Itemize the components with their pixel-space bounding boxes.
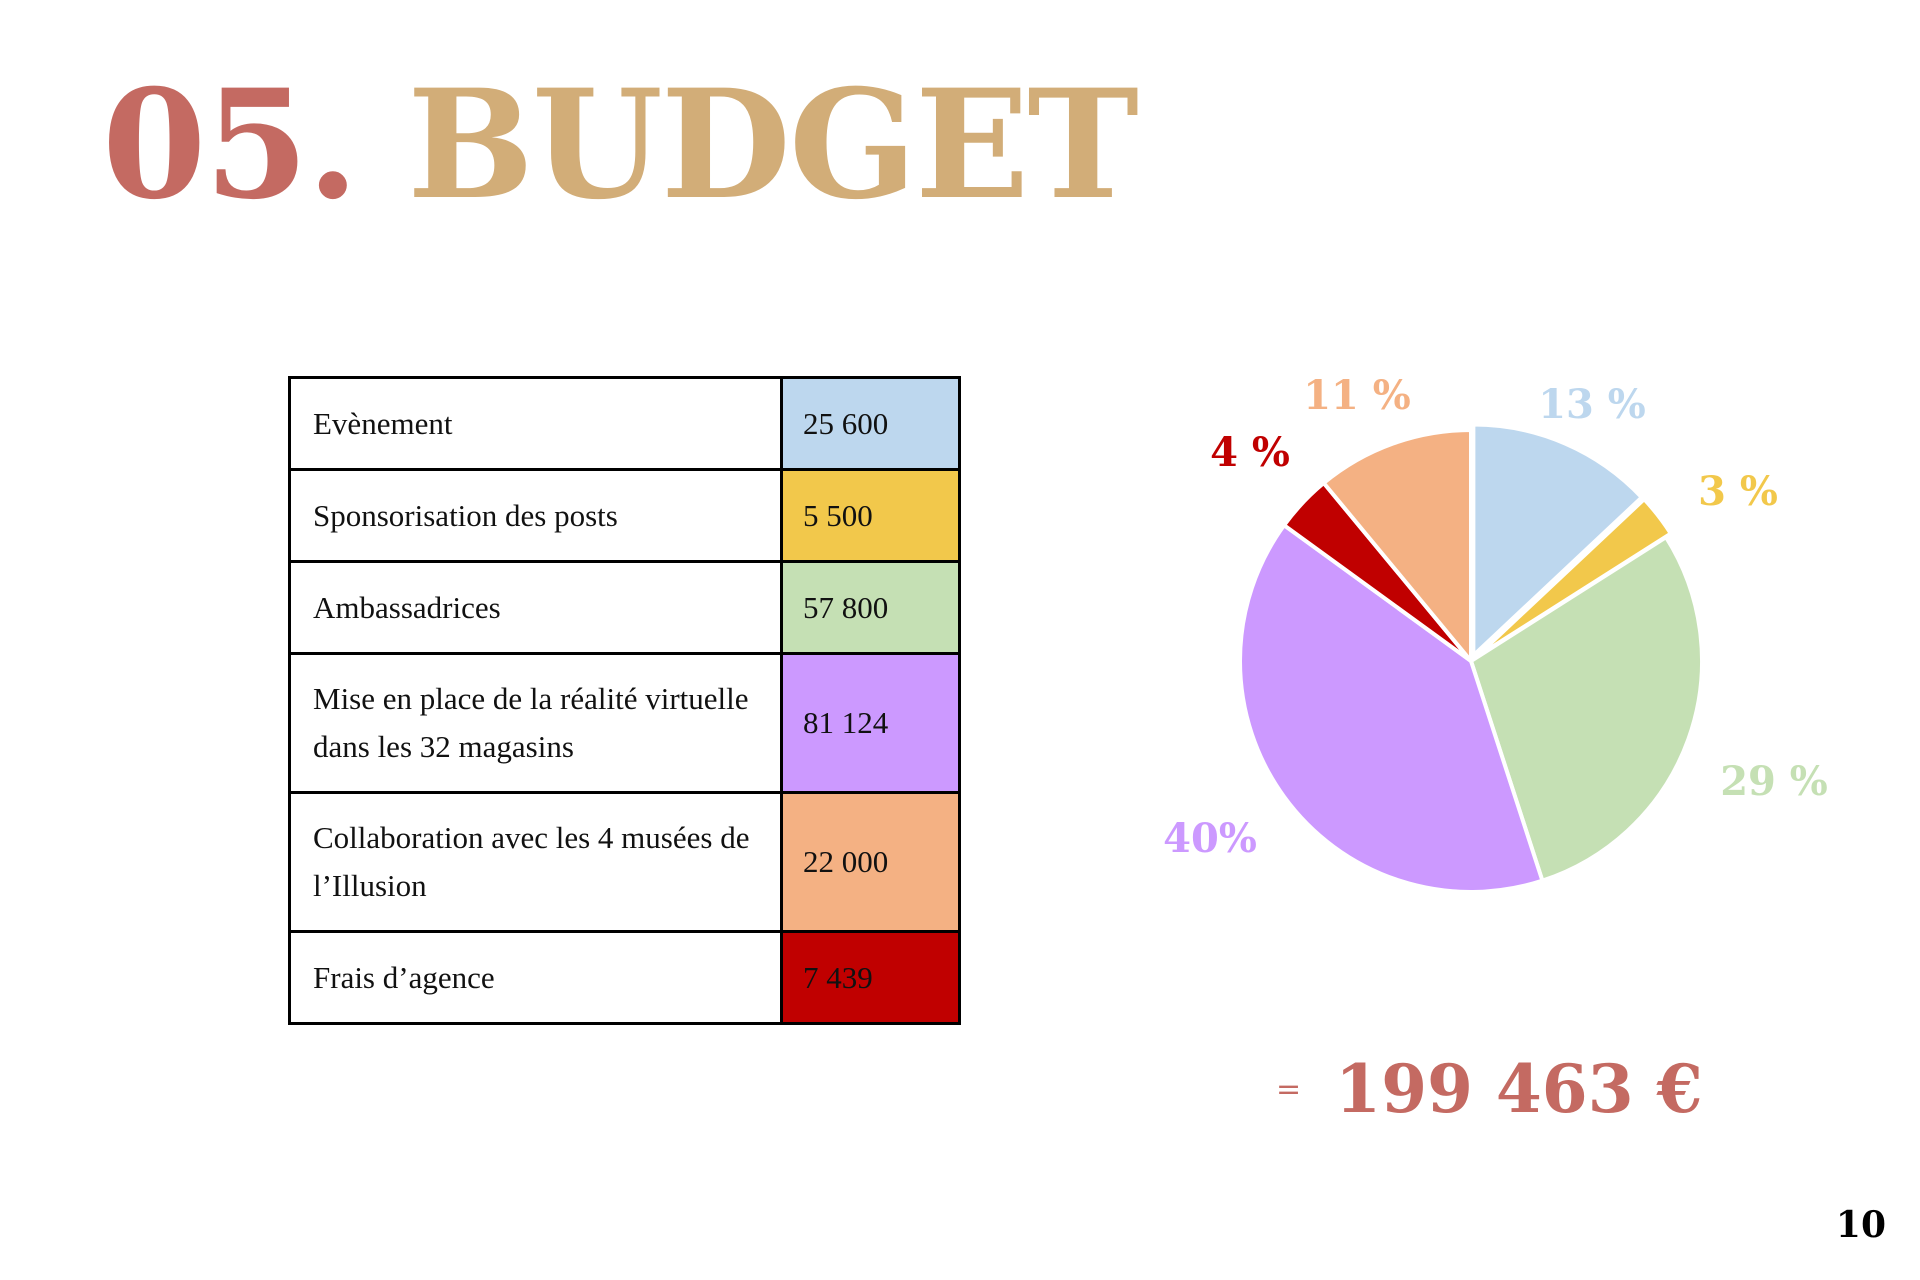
row-value: 5 500	[780, 468, 961, 563]
table-row: Evènement 25 600	[288, 376, 961, 471]
table-row: Sponsorisation des posts 5 500	[288, 468, 961, 563]
budget-total: = 199 463 €	[1276, 1050, 1703, 1128]
pie-slice	[1320, 427, 1473, 667]
pie-slice-label: 3 %	[1698, 468, 1778, 515]
row-value: 22 000	[780, 791, 961, 933]
pie-slice	[1238, 522, 1545, 894]
page-title: 05. BUDGET	[102, 70, 1139, 220]
table-row: Ambassadrices 57 800	[288, 560, 961, 655]
row-label: Collaboration avec les 4 musées de l’Ill…	[288, 791, 783, 933]
row-label: Frais d’agence	[288, 930, 783, 1025]
table-row: Mise en place de la réalité virtuelle da…	[288, 652, 961, 794]
title-word: BUDGET	[407, 57, 1139, 233]
pie-slice-label: 29 %	[1720, 758, 1828, 805]
row-value: 25 600	[780, 376, 961, 471]
row-label: Evènement	[288, 376, 783, 471]
total-prefix: =	[1276, 1071, 1302, 1107]
row-value: 7 439	[780, 930, 961, 1025]
pie-slice-label: 13 %	[1538, 381, 1646, 428]
page-number: 10	[1835, 1204, 1886, 1246]
title-number: 05.	[102, 57, 359, 233]
pie-slice	[1471, 422, 1645, 661]
budget-table: Evènement 25 600 Sponsorisation des post…	[288, 376, 961, 1025]
row-label: Mise en place de la réalité virtuelle da…	[288, 652, 783, 794]
pie-slice-label: 4 %	[1210, 429, 1290, 476]
total-amount: 199 463 €	[1335, 1050, 1703, 1128]
table-row: Collaboration avec les 4 musées de l’Ill…	[288, 791, 961, 933]
pie-slice	[1468, 534, 1704, 884]
pie-slice-label: 11 %	[1303, 372, 1411, 419]
row-label: Sponsorisation des posts	[288, 468, 783, 563]
row-label: Ambassadrices	[288, 560, 783, 655]
table-row: Frais d’agence 7 439	[288, 930, 961, 1025]
pie-slice-label: 40%	[1163, 815, 1257, 862]
row-value: 57 800	[780, 560, 961, 655]
row-value: 81 124	[780, 652, 961, 794]
pie-slice	[1474, 496, 1674, 660]
